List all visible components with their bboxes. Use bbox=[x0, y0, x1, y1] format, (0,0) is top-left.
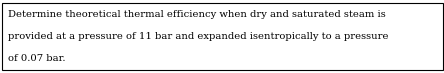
Text: Determine theoretical thermal efficiency when dry and saturated steam is: Determine theoretical thermal efficiency… bbox=[8, 10, 386, 19]
Text: of 0.07 bar.: of 0.07 bar. bbox=[8, 54, 66, 63]
Text: provided at a pressure of 11 bar and expanded isentropically to a pressure: provided at a pressure of 11 bar and exp… bbox=[8, 32, 388, 41]
